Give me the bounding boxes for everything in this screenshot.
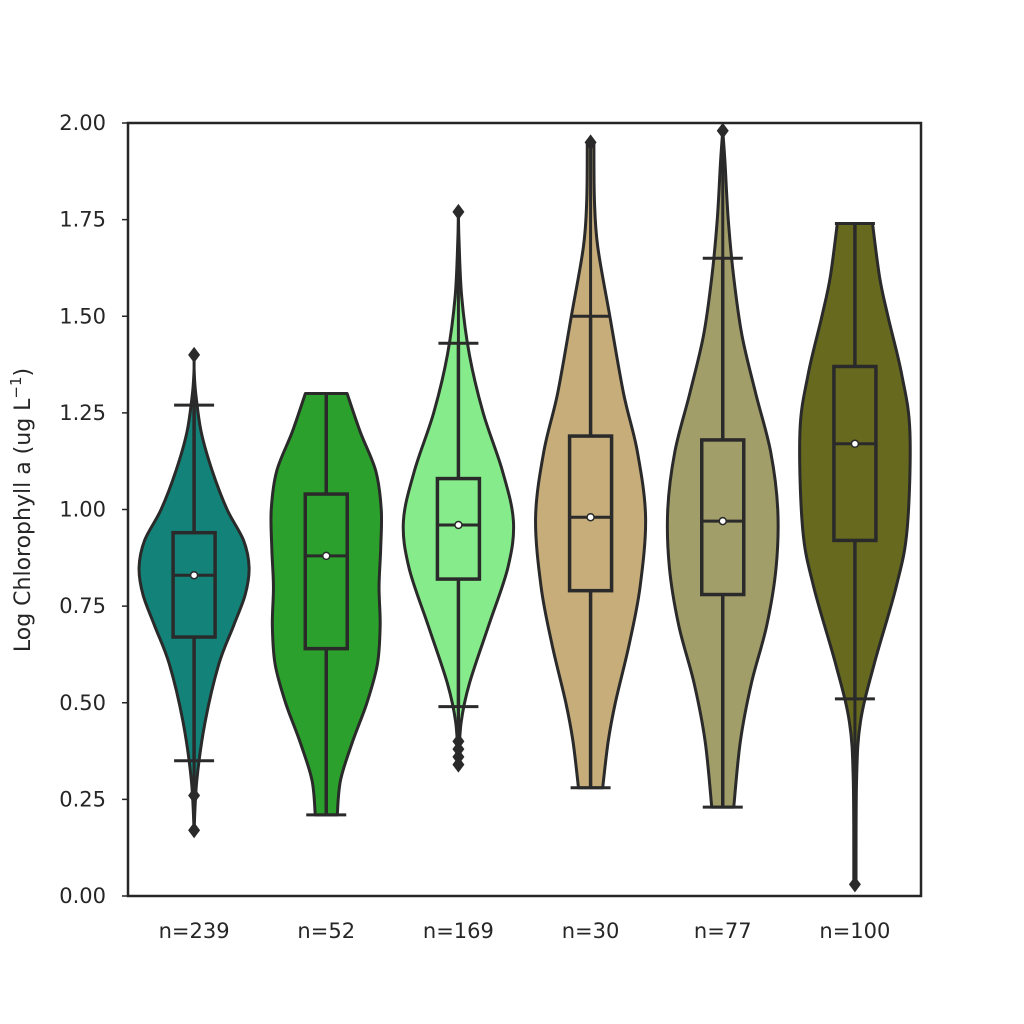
median-point	[189, 570, 199, 580]
y-tick-label: 1.00	[59, 498, 106, 522]
y-tick-label: 0.50	[59, 691, 106, 715]
violin-group-1	[137, 346, 251, 839]
y-tick-label: 0.25	[59, 787, 106, 811]
violin-group-4	[534, 134, 648, 790]
median-point	[586, 512, 595, 522]
median-point	[322, 551, 331, 561]
y-tick-label: 0.75	[59, 594, 106, 618]
x-tick-label: n=239	[159, 919, 230, 943]
x-tick-label: n=100	[819, 919, 890, 943]
y-tick-label: 1.75	[59, 208, 106, 232]
y-tick-label: 0.00	[59, 884, 106, 908]
violin-group-2	[269, 392, 384, 817]
y-tick-label: 1.25	[59, 401, 106, 425]
violin-group-6	[798, 221, 912, 893]
x-tick-label: n=52	[297, 919, 355, 943]
box	[303, 492, 349, 651]
x-axis: n=239 n=52 n=169 n=30 n=77 n=100	[159, 919, 891, 943]
y-tick-label: 2.00	[59, 111, 106, 135]
x-tick-label: n=30	[562, 919, 620, 943]
box	[171, 530, 217, 639]
median-point	[718, 516, 727, 526]
y-axis-label: Log Chlorophyll a (ug L−1)	[7, 368, 36, 652]
violin-group-5	[665, 122, 780, 809]
violin-group-3	[401, 203, 516, 773]
median-point	[454, 520, 463, 530]
box	[832, 364, 878, 543]
violins-layer	[137, 122, 912, 893]
x-tick-label: n=169	[423, 919, 494, 943]
y-axis: 0.00 0.25 0.50 0.75 1.00 1.25 1.50 1.75 2.00	[59, 111, 128, 908]
y-tick-label: 1.50	[59, 304, 106, 328]
x-tick-label: n=77	[694, 919, 752, 943]
median-point	[850, 439, 860, 449]
